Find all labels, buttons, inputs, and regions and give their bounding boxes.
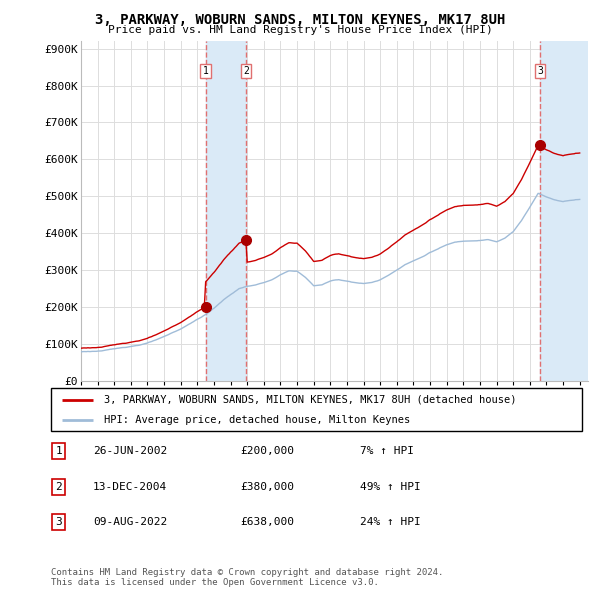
Bar xyxy=(540,41,588,381)
FancyBboxPatch shape xyxy=(51,388,582,431)
Text: £200,000: £200,000 xyxy=(240,447,294,456)
Text: £638,000: £638,000 xyxy=(240,517,294,527)
Text: 7% ↑ HPI: 7% ↑ HPI xyxy=(360,447,414,456)
Text: 3: 3 xyxy=(537,66,543,76)
Text: 24% ↑ HPI: 24% ↑ HPI xyxy=(360,517,421,527)
Text: Price paid vs. HM Land Registry's House Price Index (HPI): Price paid vs. HM Land Registry's House … xyxy=(107,25,493,35)
Bar xyxy=(206,41,247,381)
Text: 3, PARKWAY, WOBURN SANDS, MILTON KEYNES, MK17 8UH: 3, PARKWAY, WOBURN SANDS, MILTON KEYNES,… xyxy=(95,13,505,27)
Text: 2: 2 xyxy=(244,66,250,76)
Text: 3: 3 xyxy=(55,517,62,527)
Text: £380,000: £380,000 xyxy=(240,482,294,491)
Text: 1: 1 xyxy=(55,447,62,456)
Text: 13-DEC-2004: 13-DEC-2004 xyxy=(93,482,167,491)
Text: 1: 1 xyxy=(203,66,208,76)
Text: HPI: Average price, detached house, Milton Keynes: HPI: Average price, detached house, Milt… xyxy=(104,415,410,424)
Text: 09-AUG-2022: 09-AUG-2022 xyxy=(93,517,167,527)
Text: 26-JUN-2002: 26-JUN-2002 xyxy=(93,447,167,456)
Text: 49% ↑ HPI: 49% ↑ HPI xyxy=(360,482,421,491)
Text: 2: 2 xyxy=(55,482,62,491)
Text: 3, PARKWAY, WOBURN SANDS, MILTON KEYNES, MK17 8UH (detached house): 3, PARKWAY, WOBURN SANDS, MILTON KEYNES,… xyxy=(104,395,517,405)
Text: Contains HM Land Registry data © Crown copyright and database right 2024.
This d: Contains HM Land Registry data © Crown c… xyxy=(51,568,443,587)
